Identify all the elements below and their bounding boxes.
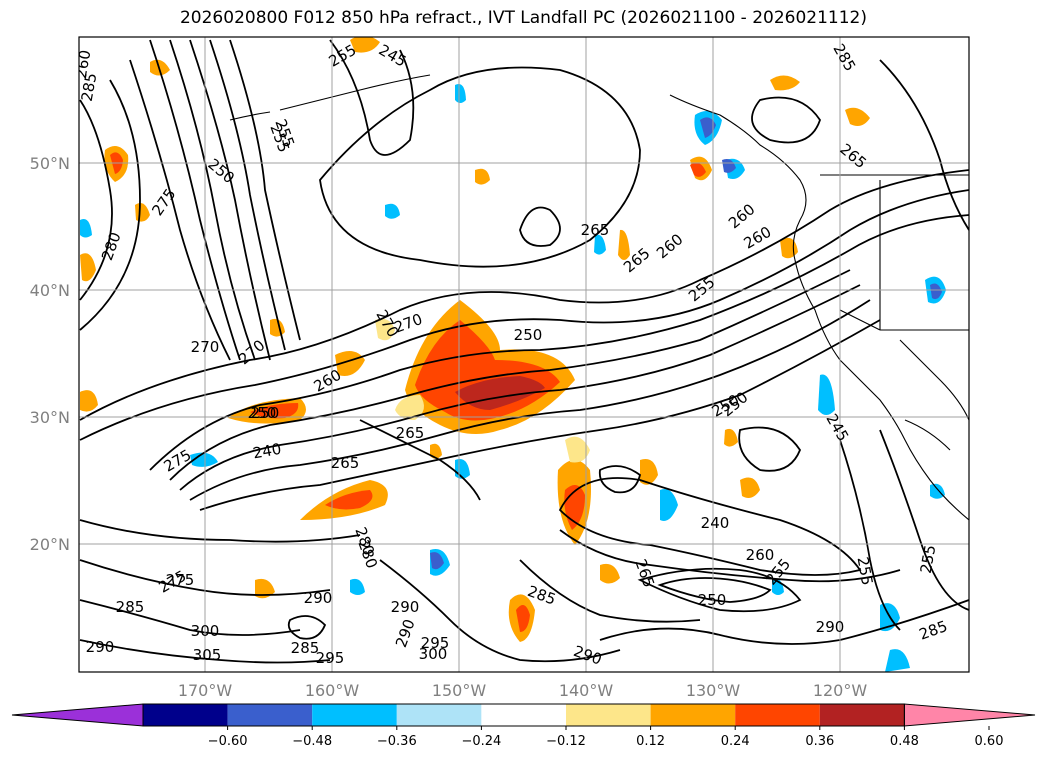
figure-title: 2026020800 F012 850 hPa refract., IVT La… [179,8,867,28]
colorbar-segment [312,704,397,726]
colorbar-segment [227,704,313,726]
longitude-labels: 170°W 160°W 150°W 140°W 130°W 120°W [178,681,868,700]
contour-label: 290 [816,618,845,636]
contour-label: 285 [116,598,145,616]
lat-label: 50°N [30,154,70,173]
colorbar-segment [481,704,566,726]
colorbar-tick-label: −0.60 [208,734,248,749]
contour-label: 295 [421,634,450,652]
colorbar-extend-right [903,703,1036,727]
contour-label: 275 [166,571,195,589]
contour-label: 250 [514,326,543,344]
colorbar-tick-label: 0.36 [805,734,834,749]
lat-label: 30°N [30,408,70,427]
lat-label: 20°N [30,535,70,554]
contour-label: 290 [86,638,115,656]
contour-label: 285 [78,71,101,102]
contour-label: 295 [316,649,345,667]
contour-label: 250 [248,404,277,422]
colorbar-tick-label: −0.24 [461,734,501,749]
colorbar-tick-label: −0.36 [377,734,417,749]
colorbar-tick-label: 0.60 [975,734,1004,749]
contour-label: 290 [391,598,420,616]
map-frame [78,36,970,673]
colorbar-tick-label: −0.48 [292,734,332,749]
contour-label: 240 [251,440,282,463]
colorbar-tick-label: 0.24 [721,734,750,749]
contour-label: 265 [331,454,360,472]
coastlines [229,74,969,521]
colorbar-segment [143,704,228,726]
contour-label: 265 [581,221,610,239]
gridlines [79,37,969,672]
contour-label: 250 [251,404,280,422]
colorbar-segment [735,704,820,726]
contour-label: 300 [191,622,220,640]
lon-label: 130°W [686,681,741,700]
lon-label: 150°W [432,681,487,700]
colorbar-frame [142,703,905,727]
contour-lines [79,39,969,664]
colorbar-tick-label: 0.48 [890,734,919,749]
contour-label: 285 [291,639,320,657]
lat-label: 40°N [30,281,70,300]
contour-label: 265 [396,424,425,442]
contour-label: 260 [72,48,95,79]
colorbar-segment [566,704,651,726]
map-plot-area: 2852602752802702752702502552502452552552… [72,37,969,672]
lon-label: 120°W [813,681,868,700]
contour-label: 260 [746,546,775,564]
contour-label: 255 [854,555,877,586]
colorbar: −0.60 −0.48 −0.36 −0.24 −0.12 0.12 0.24 0.36 0.4… [11,703,1036,749]
colorbar-extend-left [11,703,144,727]
contour-label: 255 [917,543,940,574]
contour-label: 270 [191,338,220,356]
colorbar-tick-label: −0.12 [546,734,586,749]
lon-label: 170°W [178,681,233,700]
colorbar-segment [819,704,905,726]
colorbar-segment [650,704,736,726]
latitude-labels: 50°N 40°N 30°N 20°N [30,154,70,554]
contour-label: 300 [419,645,448,663]
contour-label: 250 [698,591,727,609]
lon-label: 140°W [559,681,614,700]
lon-label: 160°W [305,681,360,700]
colorbar-segment [396,704,482,726]
contour-label: 305 [193,646,222,664]
colorbar-tick-label: 0.12 [636,734,665,749]
contour-label: 240 [701,514,730,532]
contour-label: 290 [304,589,333,607]
